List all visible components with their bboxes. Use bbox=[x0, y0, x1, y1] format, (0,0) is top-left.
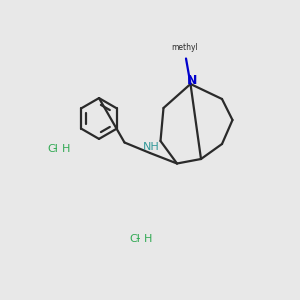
Text: NH: NH bbox=[143, 142, 160, 152]
Text: H: H bbox=[62, 143, 70, 154]
Text: H: H bbox=[144, 233, 152, 244]
Text: Cl: Cl bbox=[47, 143, 58, 154]
Text: Cl: Cl bbox=[129, 233, 140, 244]
Text: N: N bbox=[187, 74, 197, 88]
Text: -: - bbox=[135, 232, 140, 245]
Text: -: - bbox=[53, 142, 57, 155]
Text: methyl: methyl bbox=[171, 43, 198, 52]
